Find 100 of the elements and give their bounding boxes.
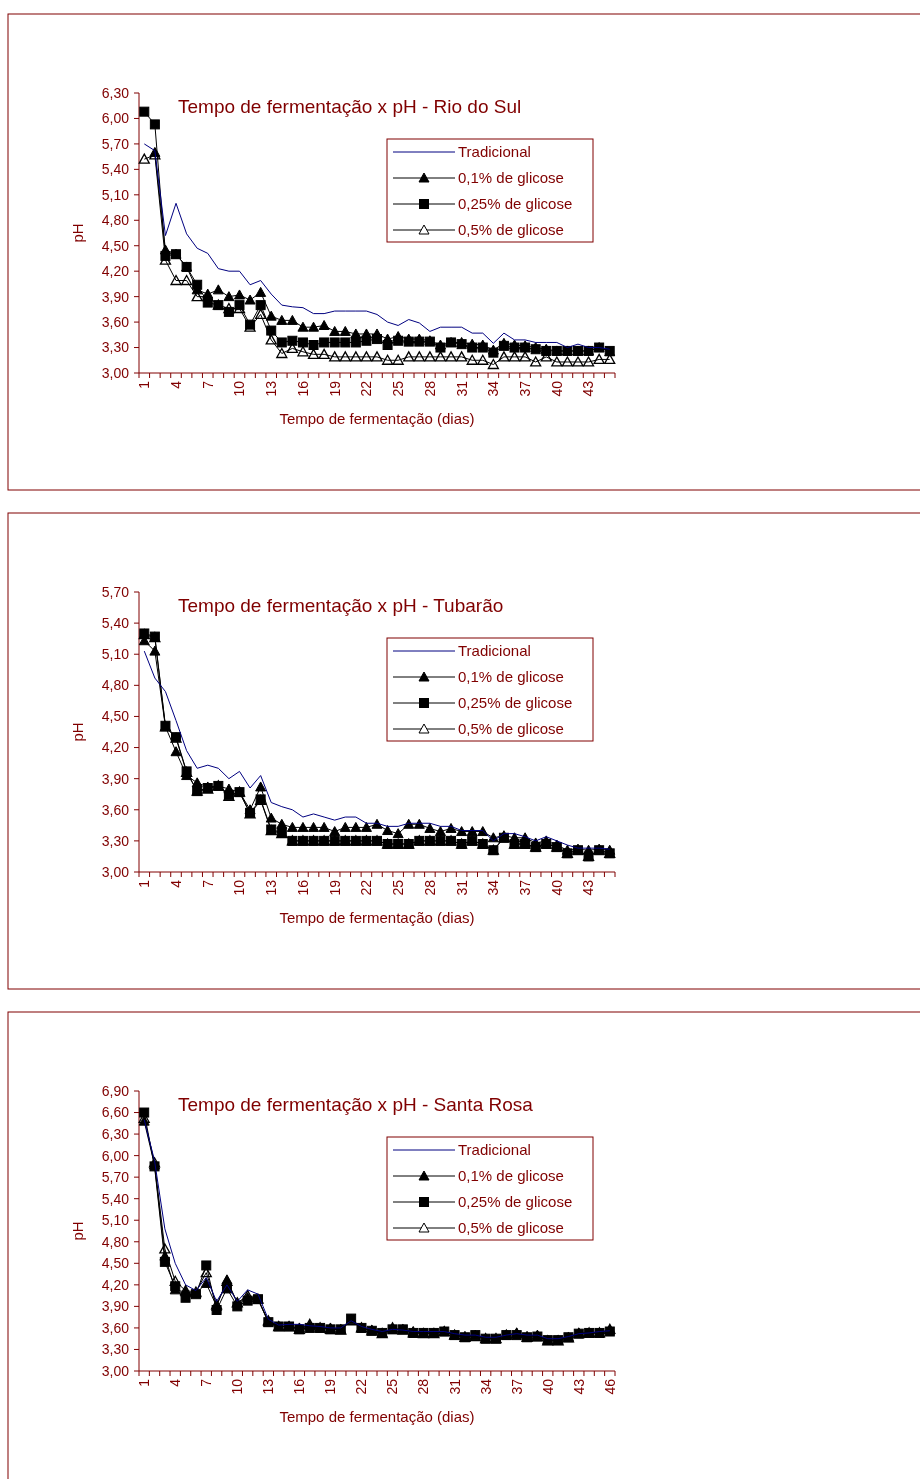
x-tick-label: 19	[322, 1378, 339, 1395]
y-tick-label: 3,90	[101, 288, 130, 305]
y-tick-label: 6,00	[101, 1147, 130, 1164]
x-tick-label: 13	[260, 1378, 277, 1395]
legend-label: 0,1% de glicose	[458, 1167, 564, 1185]
x-axis-title: Tempo de fermentação (dias)	[279, 909, 475, 926]
x-tick-label: 28	[421, 380, 438, 397]
x-tick-label: 43	[570, 1378, 587, 1395]
x-axis-title: Tempo de fermentação (dias)	[279, 410, 475, 427]
y-tick-label: 3,60	[101, 801, 130, 818]
x-tick-label: 7	[199, 879, 216, 888]
x-tick-label: 25	[390, 879, 407, 896]
x-tick-label: 13	[263, 879, 280, 896]
x-tick-label: 22	[353, 1378, 370, 1395]
x-tick-label: 16	[291, 1378, 308, 1395]
legend-label: 0,1% de glicose	[458, 169, 564, 187]
x-tick-label: 37	[516, 380, 533, 397]
x-tick-label: 28	[415, 1378, 432, 1395]
y-tick-label: 5,70	[101, 1169, 130, 1186]
legend-label: 0,1% de glicose	[458, 668, 564, 686]
y-tick-label: 3,00	[101, 364, 130, 381]
y-tick-label: 3,00	[101, 1362, 130, 1379]
x-tick-label: 10	[231, 879, 248, 896]
y-tick-label: 5,70	[101, 583, 130, 600]
y-axis-title: pH	[69, 1221, 87, 1241]
x-tick-label: 19	[326, 380, 343, 397]
x-tick-label: 7	[199, 380, 216, 389]
x-tick-label: 40	[539, 1378, 556, 1395]
y-tick-label: 3,90	[101, 770, 130, 787]
y-tick-label: 4,20	[101, 1276, 130, 1293]
y-tick-label: 5,40	[101, 1190, 130, 1207]
y-tick-label: 3,00	[101, 863, 130, 880]
x-tick-label: 13	[263, 380, 280, 397]
x-tick-label: 43	[580, 879, 597, 896]
x-tick-label: 22	[358, 380, 375, 397]
y-tick-label: 5,70	[101, 135, 130, 152]
legend-label: 0,5% de glicose	[458, 1219, 564, 1237]
x-tick-label: 43	[580, 380, 597, 397]
x-tick-label: 22	[358, 879, 375, 896]
x-tick-label: 7	[198, 1378, 215, 1387]
x-tick-label: 4	[167, 380, 184, 389]
y-tick-label: 6,90	[101, 1082, 130, 1099]
y-tick-label: 4,80	[101, 677, 130, 694]
x-tick-label: 37	[508, 1378, 525, 1395]
chart-title: Tempo de fermentação x pH - Santa Rosa	[178, 1094, 534, 1115]
x-tick-label: 25	[384, 1378, 401, 1395]
x-tick-label: 16	[294, 879, 311, 896]
y-tick-label: 3,60	[101, 1319, 130, 1336]
y-tick-label: 4,50	[101, 1255, 130, 1272]
x-tick-label: 31	[446, 1378, 463, 1395]
x-tick-label: 19	[326, 879, 343, 896]
y-tick-label: 6,00	[101, 110, 130, 127]
y-tick-label: 5,40	[101, 615, 130, 632]
x-tick-label: 28	[421, 879, 438, 896]
x-tick-label: 31	[453, 380, 470, 397]
x-axis-title: Tempo de fermentação (dias)	[279, 1408, 475, 1425]
legend-label: Tradicional	[458, 642, 531, 660]
x-tick-label: 37	[516, 879, 533, 896]
x-tick-label: 16	[294, 380, 311, 397]
x-tick-label: 4	[167, 879, 184, 888]
y-tick-label: 4,50	[101, 237, 130, 254]
y-tick-label: 4,20	[101, 263, 130, 280]
x-tick-label: 46	[601, 1378, 618, 1395]
x-tick-label: 40	[548, 380, 565, 397]
y-tick-label: 3,90	[101, 1298, 130, 1315]
x-tick-label: 10	[231, 380, 248, 397]
y-tick-label: 6,60	[101, 1104, 130, 1121]
y-tick-label: 5,10	[101, 186, 130, 203]
y-tick-label: 6,30	[101, 1125, 130, 1142]
x-tick-label: 1	[136, 879, 153, 888]
x-tick-label: 34	[485, 879, 502, 896]
x-tick-label: 10	[229, 1378, 246, 1395]
x-tick-label: 34	[477, 1378, 494, 1395]
y-tick-label: 5,10	[101, 1212, 130, 1229]
y-tick-label: 4,80	[101, 212, 130, 229]
x-tick-label: 25	[390, 380, 407, 397]
x-tick-label: 4	[167, 1378, 184, 1387]
x-tick-label: 1	[136, 1378, 153, 1387]
legend-label: Tradicional	[458, 1141, 531, 1159]
x-tick-label: 1	[136, 380, 153, 389]
chart-title: Tempo de fermentação x pH - Tubarão	[178, 595, 504, 616]
x-tick-label: 34	[485, 380, 502, 397]
y-tick-label: 4,20	[101, 739, 130, 756]
y-axis-title: pH	[69, 223, 87, 243]
y-tick-label: 5,10	[101, 646, 130, 663]
y-tick-label: 3,30	[101, 832, 130, 849]
legend-label: 0,25% de glicose	[458, 195, 573, 213]
y-tick-label: 4,50	[101, 708, 130, 725]
legend-label: 0,5% de glicose	[458, 221, 564, 239]
legend-label: 0,25% de glicose	[458, 694, 573, 712]
chart-title: Tempo de fermentação x pH - Rio do Sul	[178, 96, 522, 117]
y-tick-label: 6,30	[101, 84, 130, 101]
y-tick-label: 3,60	[101, 313, 130, 330]
x-tick-label: 31	[453, 879, 470, 896]
legend-label: 0,25% de glicose	[458, 1193, 573, 1211]
x-tick-label: 40	[548, 879, 565, 896]
y-axis-title: pH	[69, 722, 87, 742]
legend-label: Tradicional	[458, 143, 531, 161]
y-tick-label: 3,30	[101, 339, 130, 356]
legend-label: 0,5% de glicose	[458, 720, 564, 738]
